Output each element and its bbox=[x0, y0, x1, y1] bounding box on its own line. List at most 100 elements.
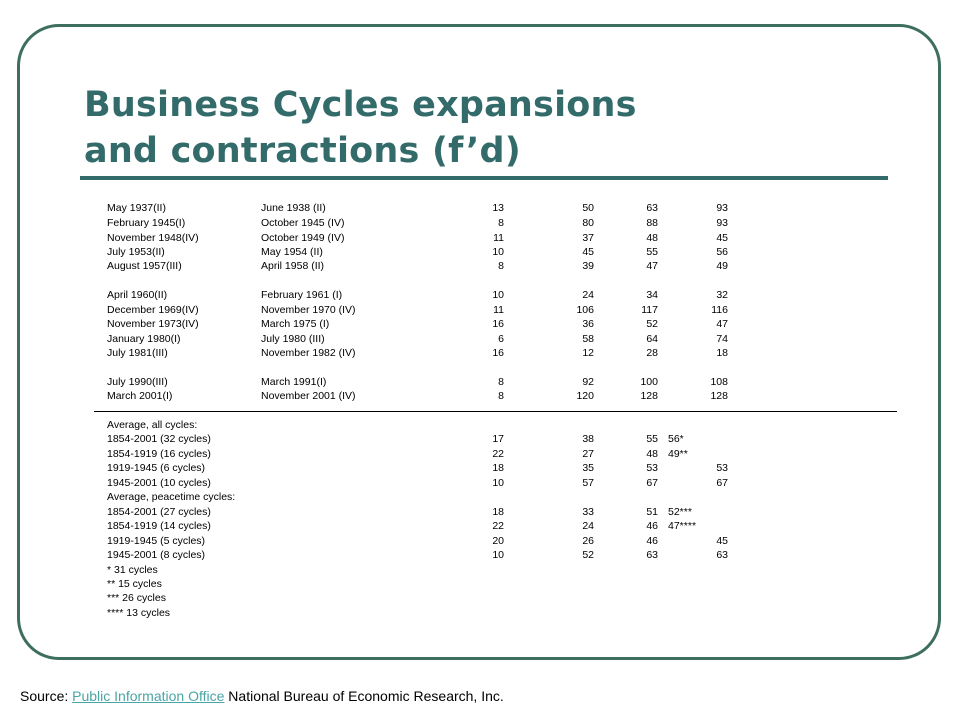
cycle-trough-months: 46 bbox=[646, 520, 658, 532]
cycle-row: August 1957(III) April 1958 (II) 8 39 47 49 bbox=[0, 259, 960, 273]
footnote-row: * 31 cycles bbox=[0, 563, 960, 577]
cycle-peak-months: 18 bbox=[716, 347, 728, 359]
source-footer: Source: Public Information Office Nation… bbox=[20, 688, 504, 704]
trough-date: March 1975 (I) bbox=[261, 318, 330, 330]
contraction-months: 10 bbox=[492, 549, 504, 561]
cycle-trough-months: 88 bbox=[646, 217, 658, 229]
trough-date: November 2001 (IV) bbox=[261, 390, 356, 402]
peak-date: January 1980(I) bbox=[107, 333, 181, 345]
peak-date: April 1960(II) bbox=[107, 289, 168, 301]
cycle-trough-months: 55 bbox=[646, 246, 658, 258]
cycle-peak-note: 49** bbox=[668, 448, 688, 460]
cycle-row: November 1948(IV) October 1949 (IV) 11 37 48… bbox=[0, 231, 960, 245]
footnote: *** 26 cycles bbox=[107, 592, 166, 604]
trough-date: October 1949 (IV) bbox=[261, 232, 345, 244]
expansion-months: 52 bbox=[582, 549, 594, 561]
expansion-months: 120 bbox=[576, 390, 594, 402]
cycle-trough-months: 51 bbox=[646, 506, 658, 518]
slide-title-line-2: and contractions (f’d) bbox=[84, 131, 521, 171]
table-divider bbox=[94, 411, 897, 412]
cycle-trough-months: 46 bbox=[646, 535, 658, 547]
average-period-label: 1945-2001 (8 cycles) bbox=[107, 549, 206, 561]
contraction-months: 8 bbox=[498, 376, 504, 388]
expansion-months: 80 bbox=[582, 217, 594, 229]
cycle-trough-months: 117 bbox=[641, 304, 658, 316]
cycle-trough-months: 67 bbox=[646, 477, 658, 489]
expansion-months: 12 bbox=[582, 347, 594, 359]
contraction-months: 13 bbox=[492, 202, 504, 214]
expansion-months: 45 bbox=[582, 246, 594, 258]
cycle-row: May 1937(II) June 1938 (II) 13 50 63 93 bbox=[0, 201, 960, 215]
expansion-months: 50 bbox=[582, 202, 594, 214]
contraction-months: 10 bbox=[492, 289, 504, 301]
cycle-row: January 1980(I) July 1980 (III) 6 58 64 74 bbox=[0, 332, 960, 346]
cycle-trough-months: 55 bbox=[646, 433, 658, 445]
contraction-months: 22 bbox=[492, 448, 504, 460]
average-period-label: 1919-1945 (5 cycles) bbox=[107, 535, 206, 547]
average-row: 22 24 46 47**** 1854-1919 (14 cycles) bbox=[0, 519, 960, 533]
expansion-months: 57 bbox=[582, 477, 594, 489]
cycle-peak-months: 56 bbox=[716, 246, 728, 258]
cycle-trough-months: 34 bbox=[646, 289, 658, 301]
average-row: 20 26 46 45 1919-1945 (5 cycles) bbox=[0, 534, 960, 548]
expansion-months: 106 bbox=[576, 304, 594, 316]
cycle-trough-months: 128 bbox=[640, 390, 658, 402]
trough-date: November 1970 (IV) bbox=[261, 304, 356, 316]
public-information-office-link[interactable]: Public Information Office bbox=[72, 688, 225, 704]
expansion-months: 92 bbox=[582, 376, 594, 388]
peak-date: February 1945(I) bbox=[107, 217, 186, 229]
trough-date: March 1991(I) bbox=[261, 376, 327, 388]
cycle-trough-months: 100 bbox=[640, 376, 658, 388]
contraction-months: 17 bbox=[492, 433, 504, 445]
cycle-peak-note: 47**** bbox=[668, 520, 697, 532]
footnote-row: ** 15 cycles bbox=[0, 577, 960, 591]
cycle-row: March 2001(I) November 2001 (IV) 8 120 128 12… bbox=[0, 389, 960, 403]
peak-date: November 1948(IV) bbox=[107, 232, 199, 244]
footnote: **** 13 cycles bbox=[107, 607, 171, 619]
peak-date: August 1957(III) bbox=[107, 260, 182, 272]
expansion-months: 38 bbox=[582, 433, 594, 445]
average-peacetime-heading-row: Average, peacetime cycles: bbox=[0, 490, 960, 504]
title-underline bbox=[80, 176, 888, 180]
cycle-peak-months: 128 bbox=[710, 390, 728, 402]
slide-frame bbox=[17, 24, 941, 660]
contraction-months: 11 bbox=[493, 304, 504, 316]
cycle-peak-months: 108 bbox=[710, 376, 728, 388]
cycle-peak-months: 45 bbox=[716, 232, 728, 244]
contraction-months: 8 bbox=[498, 217, 504, 229]
contraction-months: 6 bbox=[498, 333, 504, 345]
contraction-months: 10 bbox=[492, 246, 504, 258]
cycle-trough-months: 63 bbox=[646, 202, 658, 214]
cycle-peak-months: 49 bbox=[716, 260, 728, 272]
trough-date: June 1938 (II) bbox=[261, 202, 326, 214]
slide-title: Business Cycles expansions and contracti… bbox=[84, 82, 637, 174]
cycle-trough-months: 52 bbox=[646, 318, 658, 330]
cycle-row: November 1973(IV) March 1975 (I) 16 36 52 47 bbox=[0, 317, 960, 331]
source-suffix: National Bureau of Economic Research, In… bbox=[224, 688, 504, 704]
average-all-heading: Average, all cycles: bbox=[107, 419, 198, 431]
cycle-peak-months: 45 bbox=[716, 535, 728, 547]
cycle-trough-months: 64 bbox=[646, 333, 658, 345]
trough-date: May 1954 (II) bbox=[261, 246, 323, 258]
peak-date: July 1990(III) bbox=[107, 376, 168, 388]
cycle-row: July 1981(III) November 1982 (IV) 16 12 28 18 bbox=[0, 346, 960, 360]
peak-date: May 1937(II) bbox=[107, 202, 166, 214]
peak-date: July 1953(II) bbox=[107, 246, 165, 258]
cycle-peak-months: 47 bbox=[716, 318, 728, 330]
cycle-peak-months: 67 bbox=[716, 477, 728, 489]
footnote: * 31 cycles bbox=[107, 564, 158, 576]
cycle-peak-note: 52*** bbox=[668, 506, 692, 518]
cycle-peak-months: 116 bbox=[711, 304, 728, 316]
expansion-months: 24 bbox=[582, 520, 594, 532]
expansion-months: 58 bbox=[582, 333, 594, 345]
contraction-months: 20 bbox=[492, 535, 504, 547]
cycle-row: December 1969(IV) November 1970 (IV) 11 106… bbox=[0, 303, 960, 317]
trough-date: October 1945 (IV) bbox=[261, 217, 345, 229]
trough-date: November 1982 (IV) bbox=[261, 347, 356, 359]
peak-date: March 2001(I) bbox=[107, 390, 173, 402]
trough-date: February 1961 (I) bbox=[261, 289, 343, 301]
contraction-months: 22 bbox=[492, 520, 504, 532]
source-prefix: Source: bbox=[20, 688, 73, 704]
expansion-months: 39 bbox=[582, 260, 594, 272]
